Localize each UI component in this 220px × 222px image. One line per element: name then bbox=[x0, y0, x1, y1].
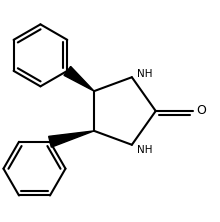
Text: NH: NH bbox=[137, 69, 152, 79]
Text: NH: NH bbox=[137, 145, 152, 155]
Polygon shape bbox=[49, 131, 94, 147]
Text: O: O bbox=[196, 105, 206, 117]
Polygon shape bbox=[64, 66, 94, 91]
